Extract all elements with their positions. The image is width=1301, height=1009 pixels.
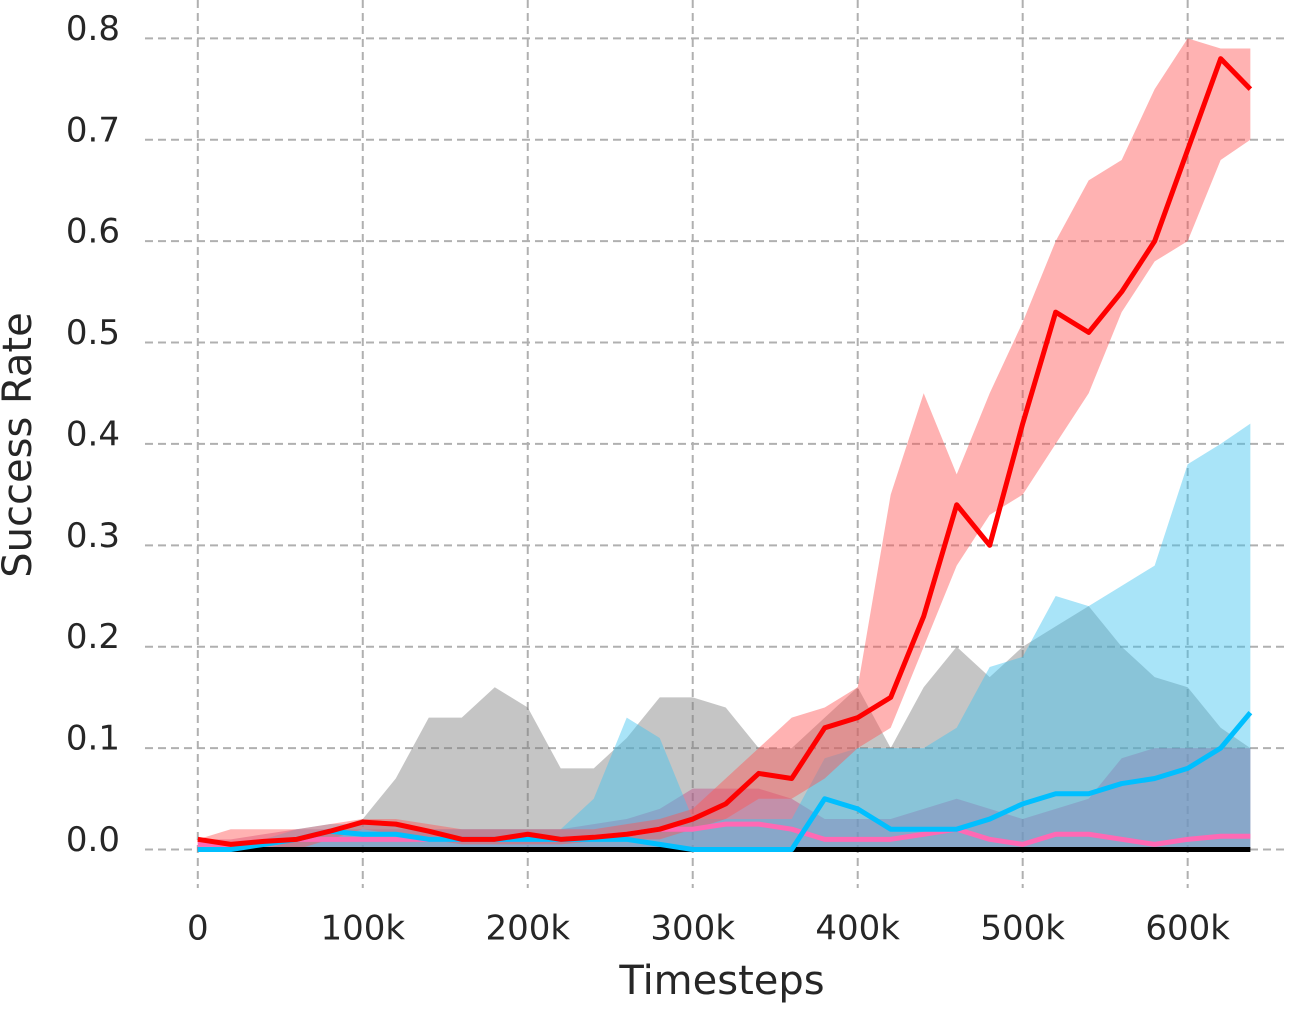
x-axis-label: Timesteps xyxy=(618,958,824,1004)
x-tick-label: 200k xyxy=(485,909,570,949)
y-tick-label: 0.5 xyxy=(66,313,120,353)
x-tick-label: 400k xyxy=(815,909,900,949)
x-tick-label: 600k xyxy=(1145,909,1230,949)
y-tick-label: 0.8 xyxy=(66,9,120,49)
x-tick-label: 500k xyxy=(980,909,1065,949)
x-tick-label: 100k xyxy=(320,909,405,949)
y-tick-label: 0.3 xyxy=(66,516,120,556)
y-axis-label: Success Rate xyxy=(0,312,41,577)
y-tick-label: 0.7 xyxy=(66,110,120,150)
y-tick-label: 0.6 xyxy=(66,212,120,252)
band xyxy=(197,606,1251,850)
line xyxy=(197,821,1251,847)
y-tick-label: 0.4 xyxy=(66,414,120,454)
line xyxy=(197,710,1253,852)
band xyxy=(197,423,1251,850)
band xyxy=(197,38,1251,850)
line xyxy=(197,56,1253,847)
band xyxy=(197,748,1251,850)
x-tick-label: 300k xyxy=(650,909,735,949)
y-tick-label: 0.1 xyxy=(66,719,120,759)
x-tick-label: 0 xyxy=(187,909,209,949)
y-tick-label: 0.0 xyxy=(66,820,120,860)
y-tick-label: 0.2 xyxy=(66,617,120,657)
